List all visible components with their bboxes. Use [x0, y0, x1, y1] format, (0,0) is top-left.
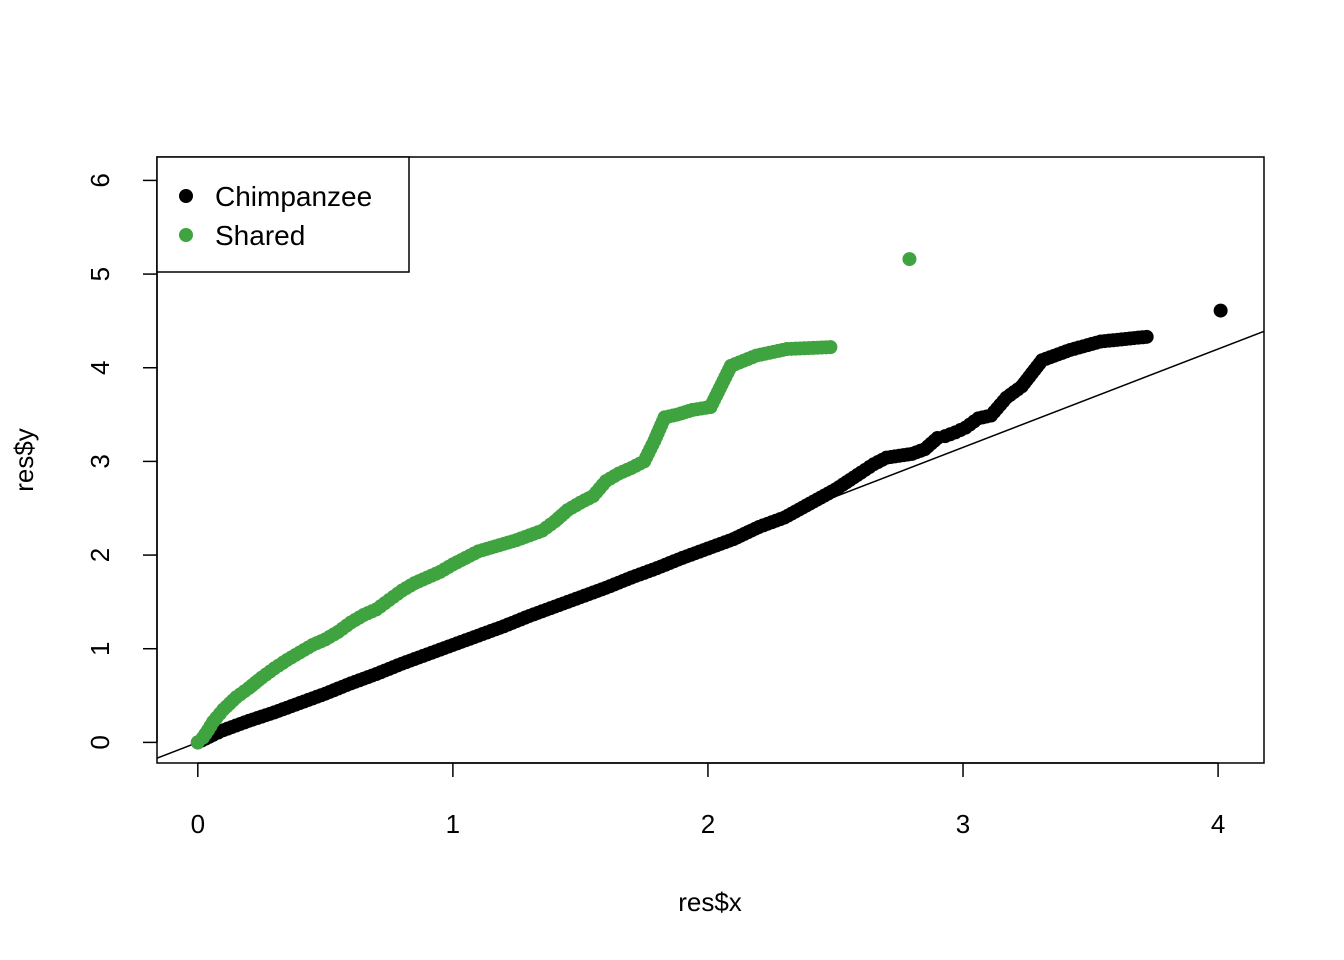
point-chimpanzee [1139, 329, 1154, 344]
y-tick-label: 4 [85, 361, 115, 375]
legend-box [156, 156, 410, 273]
x-tick-label: 0 [191, 809, 205, 839]
y-axis-label: res$y [9, 428, 39, 492]
legend-marker-shared [179, 228, 193, 242]
x-axis-label: res$x [678, 887, 742, 917]
point-chimpanzee [1213, 303, 1228, 318]
x-tick-label: 1 [446, 809, 460, 839]
legend-label-chimpanzee: Chimpanzee [215, 181, 372, 212]
legend-label-shared: Shared [215, 220, 305, 251]
x-tick-label: 2 [701, 809, 715, 839]
legend: Chimpanzee Shared [156, 156, 410, 273]
y-tick-label: 1 [85, 641, 115, 655]
x-tick-label: 3 [956, 809, 970, 839]
points-layer [190, 252, 1228, 750]
x-tick-label: 4 [1211, 809, 1225, 839]
point-shared [823, 340, 838, 355]
point-shared [902, 252, 917, 267]
legend-marker-chimpanzee [179, 189, 193, 203]
y-tick-label: 2 [85, 548, 115, 562]
y-tick-label: 0 [85, 735, 115, 749]
y-tick-label: 3 [85, 454, 115, 468]
x-axis: 0 1 2 3 4 [191, 762, 1225, 839]
y-tick-label: 5 [85, 267, 115, 281]
y-axis: 0 1 2 3 4 5 6 [85, 173, 158, 750]
y-tick-label: 6 [85, 173, 115, 187]
